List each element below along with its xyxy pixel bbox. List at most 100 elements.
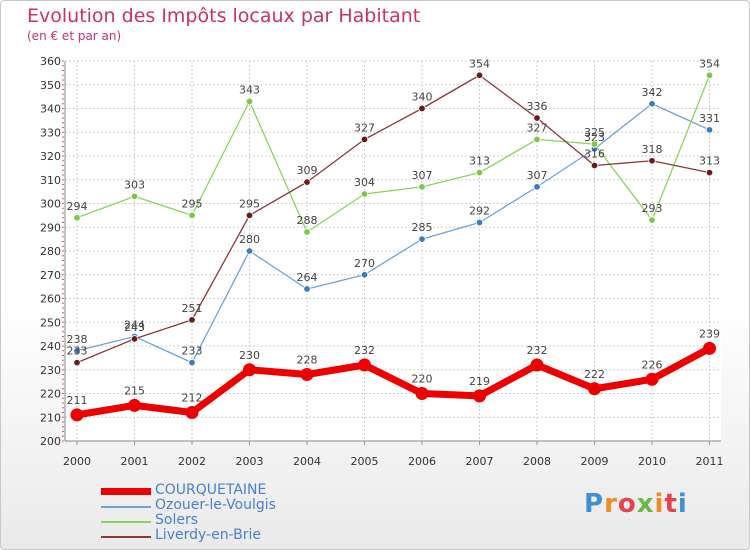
data-label: 303 bbox=[124, 178, 145, 191]
data-label: 309 bbox=[297, 164, 318, 177]
data-point bbox=[705, 168, 714, 177]
y-tick-label: 200 bbox=[40, 435, 61, 448]
data-label: 238 bbox=[67, 333, 88, 346]
y-tick-label: 290 bbox=[40, 221, 61, 234]
logo-letter: o bbox=[617, 489, 637, 519]
x-tick-label: 2005 bbox=[351, 455, 379, 468]
data-point bbox=[530, 358, 544, 372]
y-tick-label: 220 bbox=[40, 388, 61, 401]
data-label: 331 bbox=[699, 112, 720, 125]
data-point bbox=[303, 178, 311, 186]
y-tick-label: 210 bbox=[40, 411, 61, 424]
data-point bbox=[418, 235, 426, 243]
data-point bbox=[415, 387, 429, 400]
series-line bbox=[76, 74, 710, 364]
data-label: 295 bbox=[182, 197, 203, 210]
data-label: 239 bbox=[699, 327, 720, 340]
legend-item: Ozouer-le-Voulgis bbox=[101, 497, 401, 514]
data-point bbox=[360, 190, 369, 198]
data-label: 288 bbox=[297, 214, 318, 227]
logo-letter: x bbox=[636, 489, 655, 519]
data-point bbox=[188, 316, 196, 324]
logo-letter: i bbox=[654, 489, 665, 519]
x-tick-label: 2003 bbox=[236, 455, 264, 468]
legend-swatch bbox=[101, 536, 151, 538]
x-tick-label: 2001 bbox=[121, 455, 149, 468]
y-tick-label: 320 bbox=[40, 150, 61, 163]
data-label: 280 bbox=[239, 233, 260, 246]
data-label: 244 bbox=[124, 319, 145, 332]
data-point bbox=[73, 347, 81, 355]
data-label: 343 bbox=[239, 83, 260, 96]
series-line bbox=[76, 103, 710, 364]
data-point bbox=[73, 214, 81, 222]
data-label: 327 bbox=[354, 121, 375, 134]
data-point bbox=[475, 168, 484, 177]
y-tick-label: 330 bbox=[40, 126, 61, 139]
data-point bbox=[475, 71, 484, 79]
x-tick-label: 2002 bbox=[178, 455, 206, 468]
data-point bbox=[418, 104, 426, 113]
data-label: 220 bbox=[412, 373, 433, 386]
data-point bbox=[705, 71, 714, 79]
chart-title: Evolution des Impôts locaux par Habitant bbox=[27, 5, 421, 27]
series-courquetaine: 211 215 212 230 228 232 220 219 232 222 226 239 bbox=[67, 327, 720, 422]
data-label: 264 bbox=[297, 271, 318, 284]
data-point bbox=[533, 183, 541, 191]
data-point bbox=[533, 114, 541, 122]
series-line bbox=[76, 75, 711, 233]
legend-swatch bbox=[101, 488, 151, 495]
legend-swatch bbox=[101, 521, 151, 523]
data-point bbox=[360, 135, 369, 144]
logo-letter: t bbox=[664, 489, 678, 519]
data-point bbox=[303, 285, 311, 293]
y-tick-label: 360 bbox=[40, 55, 61, 68]
x-tick-label: 2007 bbox=[466, 455, 494, 468]
y-tick-label: 230 bbox=[40, 364, 61, 377]
data-label: 342 bbox=[642, 86, 663, 99]
y-tick-label: 350 bbox=[40, 79, 61, 92]
data-point bbox=[705, 126, 714, 134]
data-label: 230 bbox=[239, 349, 260, 362]
series-solers: 294 303 295 343 288 304 307 313 327 325 293 354 bbox=[67, 57, 720, 236]
data-label: 323 bbox=[584, 131, 605, 144]
data-point bbox=[645, 372, 659, 386]
data-label: 307 bbox=[527, 169, 548, 182]
y-tick-label: 340 bbox=[40, 103, 61, 116]
data-point bbox=[188, 211, 196, 220]
data-point bbox=[648, 216, 656, 224]
data-label: 327 bbox=[527, 121, 548, 134]
data-point bbox=[588, 382, 601, 396]
data-point bbox=[590, 140, 599, 148]
data-point bbox=[245, 97, 254, 106]
data-point bbox=[300, 368, 314, 381]
data-point bbox=[590, 161, 599, 170]
data-label: 307 bbox=[412, 169, 433, 182]
y-tick-label: 280 bbox=[40, 245, 61, 258]
data-label: 293 bbox=[642, 202, 663, 215]
data-label: 316 bbox=[584, 148, 605, 161]
data-point bbox=[648, 100, 656, 108]
data-point bbox=[188, 358, 196, 367]
legend-item: Liverdy-en-Brie bbox=[101, 527, 401, 544]
legend-item: COURQUETAINE bbox=[101, 482, 401, 499]
data-label: 232 bbox=[354, 344, 375, 357]
legend-swatch bbox=[101, 506, 151, 508]
data-label: 285 bbox=[412, 221, 433, 234]
series-ozouer-le-voulgis: 238 244 233 280 264 270 285 292 307 323 342 331 bbox=[67, 86, 720, 367]
proxiti-logo: Proxiti bbox=[584, 489, 688, 519]
data-point bbox=[245, 211, 254, 220]
y-tick-label: 300 bbox=[40, 198, 61, 211]
chart-subtitle: (en € et par an) bbox=[27, 29, 122, 43]
data-label: 304 bbox=[354, 176, 375, 189]
data-label: 212 bbox=[182, 392, 203, 405]
data-label: 211 bbox=[67, 394, 88, 407]
data-point bbox=[70, 408, 84, 422]
data-label: 219 bbox=[469, 375, 490, 388]
data-point bbox=[533, 135, 541, 144]
data-point bbox=[73, 358, 81, 367]
x-tick-label: 2010 bbox=[638, 455, 666, 468]
data-point bbox=[475, 218, 484, 227]
